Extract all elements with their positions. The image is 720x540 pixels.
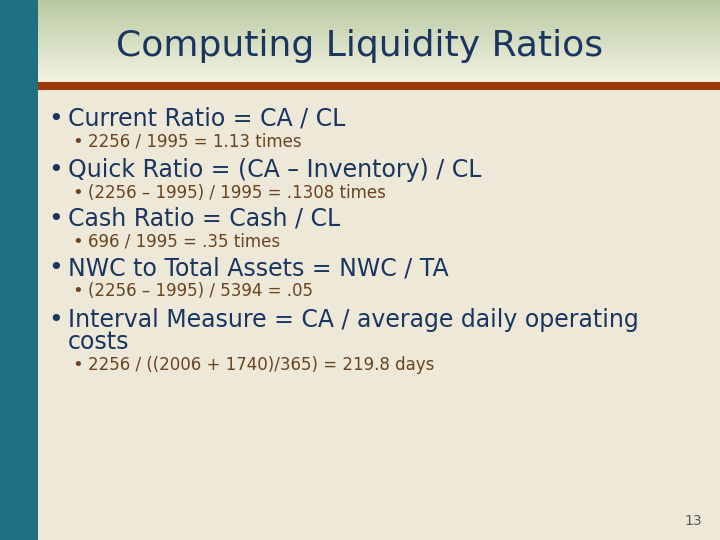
- Bar: [0, 53, 720, 55]
- Bar: [0, 51, 720, 52]
- Bar: [0, 28, 720, 29]
- Bar: [0, 52, 720, 54]
- Text: Quick Ratio = (CA – Inventory) / CL: Quick Ratio = (CA – Inventory) / CL: [68, 158, 482, 182]
- Bar: [0, 44, 720, 45]
- Bar: [0, 0, 720, 2]
- Bar: [0, 62, 720, 63]
- Bar: [0, 30, 720, 32]
- Text: (2256 – 1995) / 1995 = .1308 times: (2256 – 1995) / 1995 = .1308 times: [88, 184, 386, 202]
- Bar: [0, 38, 720, 40]
- Bar: [0, 82, 720, 90]
- Bar: [0, 59, 720, 60]
- Bar: [0, 77, 720, 78]
- Bar: [0, 41, 720, 43]
- Bar: [0, 31, 720, 33]
- Bar: [0, 8, 720, 10]
- Text: •: •: [49, 107, 63, 131]
- Bar: [0, 70, 720, 72]
- Bar: [0, 63, 720, 65]
- Bar: [0, 23, 720, 25]
- Bar: [0, 56, 720, 58]
- Text: 2256 / ((2006 + 1740)/365) = 219.8 days: 2256 / ((2006 + 1740)/365) = 219.8 days: [88, 356, 434, 374]
- Bar: [0, 78, 720, 80]
- Bar: [0, 4, 720, 6]
- Bar: [0, 55, 720, 57]
- Bar: [0, 29, 720, 31]
- Text: costs: costs: [68, 330, 130, 354]
- Bar: [0, 15, 720, 17]
- Bar: [0, 10, 720, 11]
- Text: 696 / 1995 = .35 times: 696 / 1995 = .35 times: [88, 233, 280, 251]
- Bar: [0, 71, 720, 73]
- Bar: [0, 72, 720, 75]
- Bar: [0, 90, 720, 540]
- Bar: [0, 39, 720, 42]
- Bar: [0, 49, 720, 51]
- Bar: [0, 3, 720, 5]
- Text: Current Ratio = CA / CL: Current Ratio = CA / CL: [68, 107, 346, 131]
- Text: Cash Ratio = Cash / CL: Cash Ratio = Cash / CL: [68, 207, 341, 231]
- Bar: [0, 19, 720, 21]
- Bar: [0, 79, 720, 81]
- Bar: [0, 37, 720, 39]
- Bar: [0, 42, 720, 44]
- Bar: [0, 36, 720, 37]
- Bar: [0, 5, 720, 8]
- Text: •: •: [49, 207, 63, 231]
- Bar: [0, 14, 720, 16]
- Bar: [0, 0, 38, 540]
- Bar: [0, 2, 720, 3]
- Bar: [0, 26, 720, 28]
- Bar: [0, 25, 720, 26]
- Bar: [0, 75, 720, 77]
- Text: •: •: [49, 256, 63, 280]
- Bar: [0, 80, 720, 83]
- Bar: [0, 16, 720, 18]
- Bar: [0, 46, 720, 49]
- Text: •: •: [73, 356, 84, 374]
- Text: (2256 – 1995) / 5394 = .05: (2256 – 1995) / 5394 = .05: [88, 282, 313, 300]
- Bar: [0, 33, 720, 35]
- Text: Interval Measure = CA / average daily operating: Interval Measure = CA / average daily op…: [68, 308, 639, 332]
- Bar: [0, 65, 720, 68]
- Text: •: •: [49, 158, 63, 182]
- Bar: [0, 11, 720, 13]
- Bar: [0, 7, 720, 9]
- Bar: [0, 21, 720, 22]
- Bar: [0, 34, 720, 36]
- Text: NWC to Total Assets = NWC / TA: NWC to Total Assets = NWC / TA: [68, 256, 449, 280]
- Bar: [0, 64, 720, 66]
- Bar: [0, 67, 720, 69]
- Bar: [0, 18, 720, 19]
- Bar: [0, 74, 720, 76]
- Text: Computing Liquidity Ratios: Computing Liquidity Ratios: [117, 29, 603, 63]
- Text: 2256 / 1995 = 1.13 times: 2256 / 1995 = 1.13 times: [88, 133, 302, 151]
- Bar: [0, 12, 720, 14]
- Text: 13: 13: [685, 514, 702, 528]
- Bar: [0, 48, 720, 50]
- Bar: [0, 45, 720, 47]
- Text: •: •: [73, 184, 84, 202]
- Bar: [0, 22, 720, 24]
- Text: •: •: [73, 233, 84, 251]
- Text: •: •: [49, 308, 63, 332]
- Text: •: •: [73, 133, 84, 151]
- Text: •: •: [73, 282, 84, 300]
- Bar: [0, 57, 720, 59]
- Bar: [0, 69, 720, 70]
- Bar: [0, 60, 720, 62]
